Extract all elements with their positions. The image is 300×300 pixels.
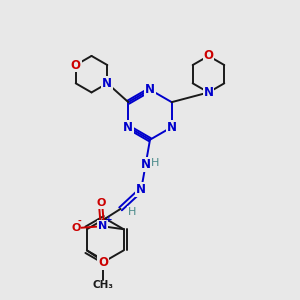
Text: H: H bbox=[151, 158, 159, 168]
Text: N: N bbox=[145, 83, 155, 96]
Text: N: N bbox=[167, 121, 177, 134]
Text: -: - bbox=[78, 217, 82, 226]
Text: N: N bbox=[102, 77, 112, 90]
Text: O: O bbox=[71, 223, 81, 233]
Text: N: N bbox=[98, 221, 107, 231]
Text: +: + bbox=[105, 215, 113, 224]
Text: N: N bbox=[203, 86, 214, 99]
Text: O: O bbox=[98, 256, 108, 269]
Text: O: O bbox=[71, 58, 81, 72]
Text: O: O bbox=[96, 198, 106, 208]
Text: N: N bbox=[141, 158, 151, 171]
Text: N: N bbox=[123, 121, 133, 134]
Text: N: N bbox=[136, 183, 146, 196]
Text: H: H bbox=[128, 207, 136, 217]
Text: O: O bbox=[203, 50, 214, 62]
Text: CH₃: CH₃ bbox=[93, 280, 114, 290]
